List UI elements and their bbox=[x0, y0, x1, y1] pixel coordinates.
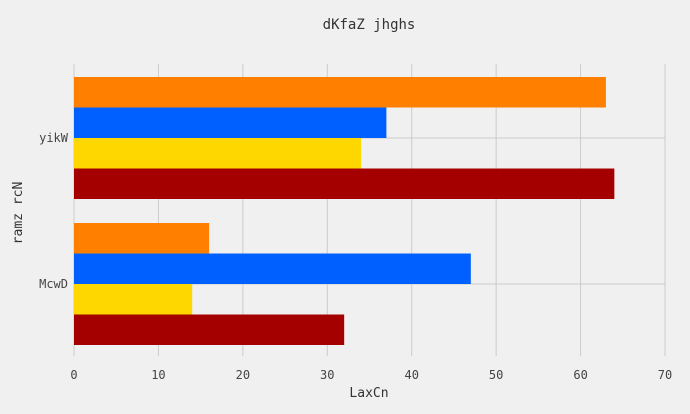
chart-title: dKfaZ jhghs bbox=[323, 17, 416, 33]
x-tick-label: 70 bbox=[658, 368, 672, 382]
bars bbox=[74, 77, 615, 345]
x-tick-label: 10 bbox=[151, 368, 165, 382]
x-axis-label: LaxCn bbox=[349, 386, 388, 401]
bar bbox=[74, 253, 471, 284]
bar bbox=[74, 138, 362, 169]
y-axis-label: ramz rcN bbox=[11, 182, 26, 245]
bar bbox=[74, 284, 193, 315]
bar bbox=[74, 223, 210, 254]
x-tick-label: 20 bbox=[236, 368, 250, 382]
y-tick-label: McwD bbox=[39, 277, 68, 291]
x-tick-label: 60 bbox=[573, 368, 587, 382]
x-tick-label: 30 bbox=[320, 368, 334, 382]
x-tick-label: 40 bbox=[404, 368, 418, 382]
x-tick-label: 50 bbox=[489, 368, 503, 382]
bar bbox=[74, 314, 345, 345]
bar bbox=[74, 77, 606, 108]
x-tick-label: 0 bbox=[70, 368, 77, 382]
y-tick-label: yikW bbox=[39, 131, 69, 145]
bar bbox=[74, 107, 387, 138]
ticks: 0 10 20 30 40 50 60 70 McwD yikW bbox=[39, 131, 672, 382]
bar bbox=[74, 168, 615, 199]
